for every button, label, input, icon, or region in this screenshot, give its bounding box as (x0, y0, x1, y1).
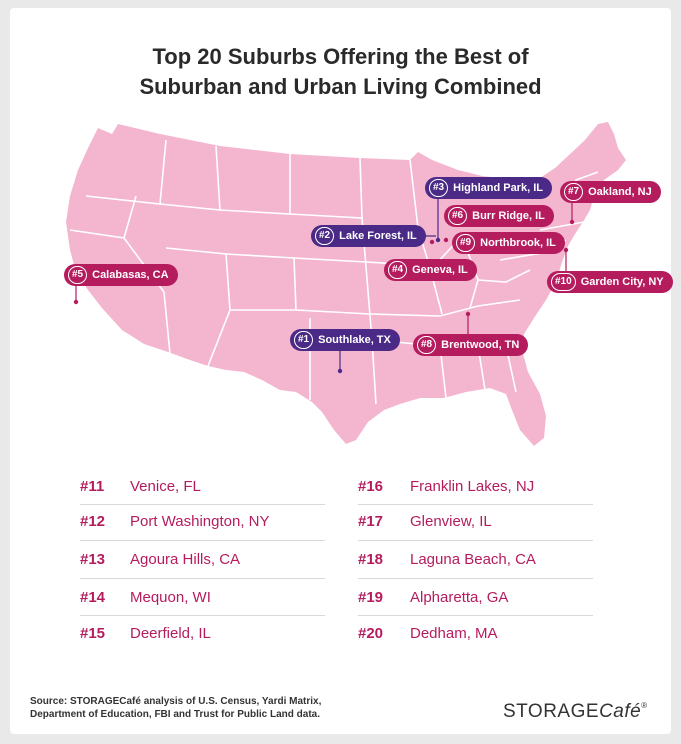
pin-2[interactable]: #2 Lake Forest, IL (311, 225, 426, 247)
list-rank-19: #19 (358, 589, 384, 606)
pin-4-rank: #4 (388, 261, 408, 279)
list-rank-11: #11 (80, 478, 105, 495)
divider (80, 578, 325, 579)
pin-6[interactable]: #6 Burr Ridge, IL (444, 205, 554, 227)
pin-9-name: Northbrook, IL (480, 237, 556, 249)
list-rank-20: #20 (358, 625, 384, 642)
list-rank-14: #14 (80, 589, 106, 606)
title-line-2: Suburban and Urban Living Combined (139, 74, 542, 99)
pin-9[interactable]: #9 Northbrook, IL (452, 232, 565, 254)
list-name-16: Franklin Lakes, NJ (410, 478, 535, 495)
source-note: Source: STORAGECafé analysis of U.S. Cen… (30, 695, 450, 721)
pin-10-name: Garden City, NY (580, 276, 664, 288)
pin-2-name: Lake Forest, IL (339, 230, 417, 242)
list-name-17: Glenview, IL (410, 513, 492, 530)
list-name-12: Port Washington, NY (130, 513, 270, 530)
pin-3-rank: #3 (429, 179, 449, 197)
list-name-15: Deerfield, IL (130, 625, 211, 642)
logo-cafe: Café (599, 701, 642, 722)
list-name-19: Alpharetta, GA (410, 589, 509, 606)
list-rank-12: #12 (80, 513, 106, 530)
divider (358, 578, 593, 579)
divider (80, 540, 325, 541)
logo-registered: ® (641, 701, 648, 710)
source-line-1: Source: STORAGECafé analysis of U.S. Cen… (30, 696, 322, 707)
storagecafe-logo: STORAGECafé® (503, 701, 648, 723)
list-rank-16: #16 (358, 478, 384, 495)
pin-3[interactable]: #3 Highland Park, IL (425, 177, 552, 199)
pin-dots-2 (73, 219, 575, 317)
divider (358, 540, 593, 541)
list-rank-17: #17 (358, 513, 384, 530)
pin-1-name: Southlake, TX (318, 334, 391, 346)
list-name-13: Agoura Hills, CA (130, 551, 241, 568)
pin-1-rank: #1 (294, 331, 314, 349)
pin-7[interactable]: #7 Oakland, NJ (560, 181, 661, 203)
divider (358, 615, 593, 616)
list-name-11: Venice, FL (130, 478, 201, 495)
pin-5[interactable]: #5 Calabasas, CA (64, 264, 178, 286)
pin-8-name: Brentwood, TN (441, 339, 520, 351)
pin-5-name: Calabasas, CA (92, 269, 169, 281)
pin-4[interactable]: #4 Geneva, IL (384, 259, 477, 281)
logo-storage: STORAGE (503, 701, 600, 722)
divider (80, 615, 325, 616)
divider (80, 504, 325, 505)
divider (358, 504, 593, 505)
list-rank-13: #13 (80, 551, 106, 568)
title-line-1: Top 20 Suburbs Offering the Best of (152, 44, 529, 69)
pin-7-name: Oakland, NJ (588, 186, 652, 198)
pin-8[interactable]: #8 Brentwood, TN (413, 334, 529, 356)
pin-7-rank: #7 (564, 183, 584, 201)
pin-1[interactable]: #1 Southlake, TX (290, 329, 400, 351)
list-name-14: Mequon, WI (130, 589, 211, 606)
pin-8-rank: #8 (417, 336, 437, 354)
pin-3-name: Highland Park, IL (453, 182, 543, 194)
pin-10[interactable]: #10 Garden City, NY (547, 271, 673, 293)
pin-2-rank: #2 (315, 227, 335, 245)
list-rank-15: #15 (80, 625, 106, 642)
pin-6-name: Burr Ridge, IL (472, 210, 545, 222)
list-rank-18: #18 (358, 551, 384, 568)
pin-9-rank: #9 (456, 234, 476, 252)
pin-10-rank: #10 (551, 273, 576, 291)
pin-4-name: Geneva, IL (412, 264, 468, 276)
list-name-20: Dedham, MA (410, 625, 498, 642)
pin-6-rank: #6 (448, 207, 468, 225)
pin-dots (337, 237, 441, 374)
pin-5-rank: #5 (68, 266, 88, 284)
list-name-18: Laguna Beach, CA (410, 551, 536, 568)
source-line-2: Department of Education, FBI and Trust f… (30, 709, 321, 720)
state-borders (69, 139, 599, 405)
